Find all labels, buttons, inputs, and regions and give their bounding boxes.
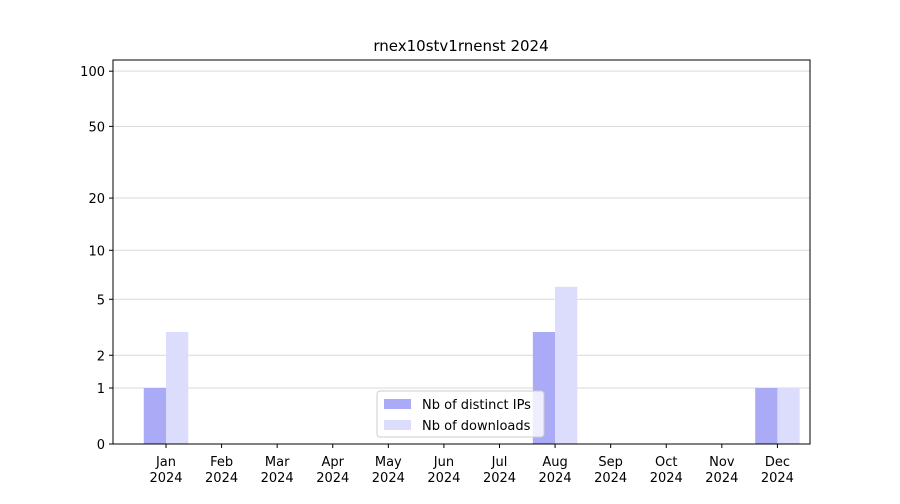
y-tick-label: 1 bbox=[97, 382, 105, 397]
x-tick-label: Dec 2024 bbox=[761, 455, 794, 486]
y-tick-label: 10 bbox=[88, 244, 105, 259]
y-tick-label: 2 bbox=[97, 349, 105, 364]
x-tick-label: Oct 2024 bbox=[650, 455, 683, 486]
y-tick-label: 100 bbox=[80, 65, 105, 80]
y-tick-label: 5 bbox=[97, 293, 105, 308]
bar bbox=[555, 286, 578, 444]
plot-frame bbox=[112, 59, 811, 445]
y-tick-label: 20 bbox=[88, 192, 105, 207]
x-tick-label: Feb 2024 bbox=[205, 455, 238, 486]
legend-swatch bbox=[384, 420, 411, 430]
chart-title: rnex10stv1rnenst 2024 bbox=[373, 37, 548, 55]
x-tick-label: Sep 2024 bbox=[594, 455, 627, 486]
bar bbox=[143, 388, 166, 444]
y-tick-label: 50 bbox=[88, 120, 105, 135]
x-tick-label: Nov 2024 bbox=[705, 455, 738, 486]
legend-swatch bbox=[384, 399, 411, 409]
x-tick-label: Mar 2024 bbox=[261, 455, 294, 486]
bar bbox=[755, 388, 778, 444]
x-tick-label: Jul 2024 bbox=[483, 455, 516, 486]
x-tick-label: Jan 2024 bbox=[149, 455, 182, 486]
x-tick-label: May 2024 bbox=[372, 455, 405, 486]
bar bbox=[166, 332, 189, 444]
bar bbox=[777, 388, 800, 444]
legend-box bbox=[376, 390, 545, 438]
x-tick-label: Jun 2024 bbox=[427, 455, 460, 486]
x-tick-label: Aug 2024 bbox=[539, 455, 572, 486]
legend-label: Nb of distinct IPs bbox=[422, 398, 531, 413]
y-tick-label: 0 bbox=[97, 438, 105, 453]
x-tick-label: Apr 2024 bbox=[316, 455, 349, 486]
legend-label: Nb of downloads bbox=[422, 419, 531, 434]
